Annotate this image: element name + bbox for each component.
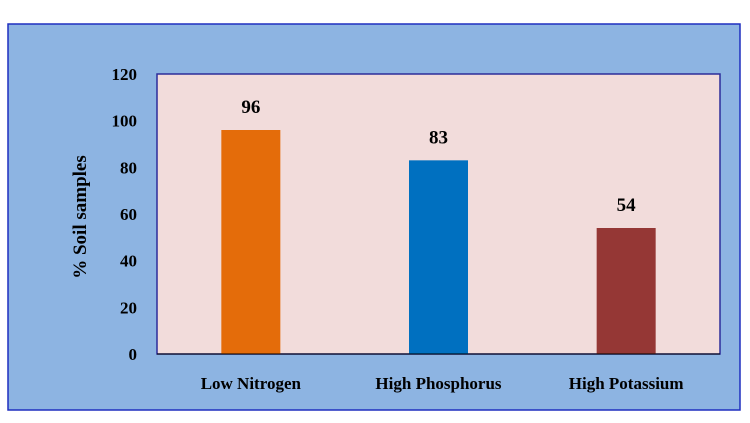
- bar: [221, 130, 281, 354]
- x-category-label: High Phosphorus: [375, 374, 502, 393]
- y-tick-label: 80: [120, 158, 137, 177]
- y-tick-label: 60: [120, 205, 137, 224]
- data-labels: 96 83 54: [241, 97, 636, 216]
- y-tick-label: 0: [129, 345, 138, 364]
- y-tick-label: 100: [112, 112, 138, 131]
- y-axis-ticks: 0 20 40 60 80 100 120: [112, 65, 138, 364]
- data-label: 83: [429, 127, 448, 148]
- bar: [409, 160, 468, 354]
- y-tick-label: 120: [112, 65, 138, 84]
- bars: [221, 130, 656, 354]
- data-label: 96: [241, 97, 260, 118]
- x-category-label: High Potassium: [569, 374, 684, 393]
- bar: [596, 228, 656, 354]
- y-axis-title: % Soil samples: [70, 155, 91, 279]
- data-label: 54: [617, 195, 637, 216]
- x-axis-labels: Low Nitrogen High Phosphorus High Potassiu…: [201, 374, 684, 393]
- y-tick-label: 20: [120, 298, 137, 317]
- y-tick-label: 40: [120, 252, 137, 271]
- x-category-label: Low Nitrogen: [201, 374, 302, 393]
